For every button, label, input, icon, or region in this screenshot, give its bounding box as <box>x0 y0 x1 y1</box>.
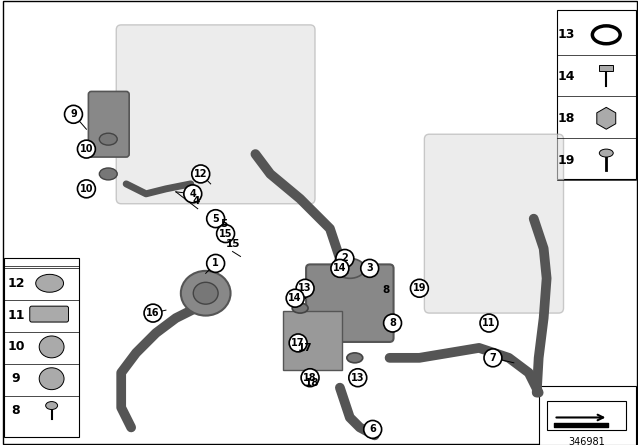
Circle shape <box>207 254 225 272</box>
Ellipse shape <box>39 336 64 358</box>
Text: 14: 14 <box>289 293 302 303</box>
FancyBboxPatch shape <box>306 264 394 342</box>
Text: 11: 11 <box>7 309 24 322</box>
FancyBboxPatch shape <box>599 65 613 71</box>
Ellipse shape <box>99 168 117 180</box>
Text: 18: 18 <box>558 112 575 125</box>
FancyBboxPatch shape <box>116 25 315 204</box>
Circle shape <box>410 279 428 297</box>
Text: 10: 10 <box>79 144 93 154</box>
Circle shape <box>484 349 502 367</box>
Text: 4: 4 <box>193 196 200 206</box>
Text: 14: 14 <box>333 263 347 273</box>
FancyBboxPatch shape <box>284 311 342 370</box>
Circle shape <box>289 334 307 352</box>
FancyBboxPatch shape <box>547 401 626 431</box>
Ellipse shape <box>347 353 363 363</box>
FancyBboxPatch shape <box>88 91 129 157</box>
Circle shape <box>184 185 202 203</box>
Text: 7: 7 <box>490 353 497 363</box>
Text: 13: 13 <box>558 28 575 41</box>
Text: 8: 8 <box>383 285 390 295</box>
Ellipse shape <box>45 401 58 409</box>
Ellipse shape <box>99 133 117 145</box>
Ellipse shape <box>599 149 613 157</box>
Circle shape <box>296 279 314 297</box>
Text: 17: 17 <box>298 343 313 353</box>
Ellipse shape <box>181 271 230 315</box>
Ellipse shape <box>39 368 64 390</box>
Text: 3: 3 <box>366 263 373 273</box>
Text: 5: 5 <box>212 214 219 224</box>
Circle shape <box>286 289 304 307</box>
Text: 19: 19 <box>413 283 426 293</box>
Circle shape <box>301 369 319 387</box>
Circle shape <box>207 210 225 228</box>
Circle shape <box>192 165 210 183</box>
Text: 5: 5 <box>221 219 228 228</box>
Text: 6: 6 <box>369 424 376 435</box>
Text: 18: 18 <box>303 373 317 383</box>
Text: 10: 10 <box>7 340 24 353</box>
Text: 4: 4 <box>189 189 196 199</box>
Circle shape <box>336 250 354 267</box>
Circle shape <box>331 259 349 277</box>
FancyBboxPatch shape <box>3 1 637 444</box>
Circle shape <box>480 314 498 332</box>
Text: 13: 13 <box>351 373 365 383</box>
Circle shape <box>361 259 379 277</box>
Ellipse shape <box>36 274 63 292</box>
Text: 10: 10 <box>79 184 93 194</box>
Text: 15: 15 <box>219 228 232 239</box>
Text: 9: 9 <box>70 109 77 119</box>
Circle shape <box>383 314 401 332</box>
Ellipse shape <box>193 282 218 304</box>
Circle shape <box>349 369 367 387</box>
Circle shape <box>364 421 381 438</box>
Text: 16: 16 <box>147 308 160 318</box>
FancyBboxPatch shape <box>4 258 79 437</box>
Circle shape <box>65 105 83 123</box>
Text: 9: 9 <box>12 372 20 385</box>
Text: 346981: 346981 <box>568 437 605 448</box>
Text: 8: 8 <box>389 318 396 328</box>
FancyBboxPatch shape <box>29 306 68 322</box>
FancyBboxPatch shape <box>424 134 564 313</box>
Text: 2: 2 <box>342 254 348 263</box>
Circle shape <box>77 180 95 198</box>
Text: 12: 12 <box>7 277 24 290</box>
Circle shape <box>216 224 234 242</box>
Text: 13: 13 <box>298 283 312 293</box>
Text: 15: 15 <box>225 238 240 249</box>
Text: 17: 17 <box>291 338 305 348</box>
Text: 11: 11 <box>482 318 496 328</box>
Circle shape <box>144 304 162 322</box>
Text: 14: 14 <box>558 70 575 83</box>
Ellipse shape <box>335 258 365 278</box>
Circle shape <box>77 140 95 158</box>
Text: 12: 12 <box>194 169 207 179</box>
Text: 18: 18 <box>305 378 319 388</box>
FancyBboxPatch shape <box>557 10 636 179</box>
FancyBboxPatch shape <box>539 386 636 445</box>
Text: 1: 1 <box>212 258 219 268</box>
Ellipse shape <box>292 303 308 313</box>
Text: 8: 8 <box>12 404 20 417</box>
Text: 19: 19 <box>558 154 575 167</box>
